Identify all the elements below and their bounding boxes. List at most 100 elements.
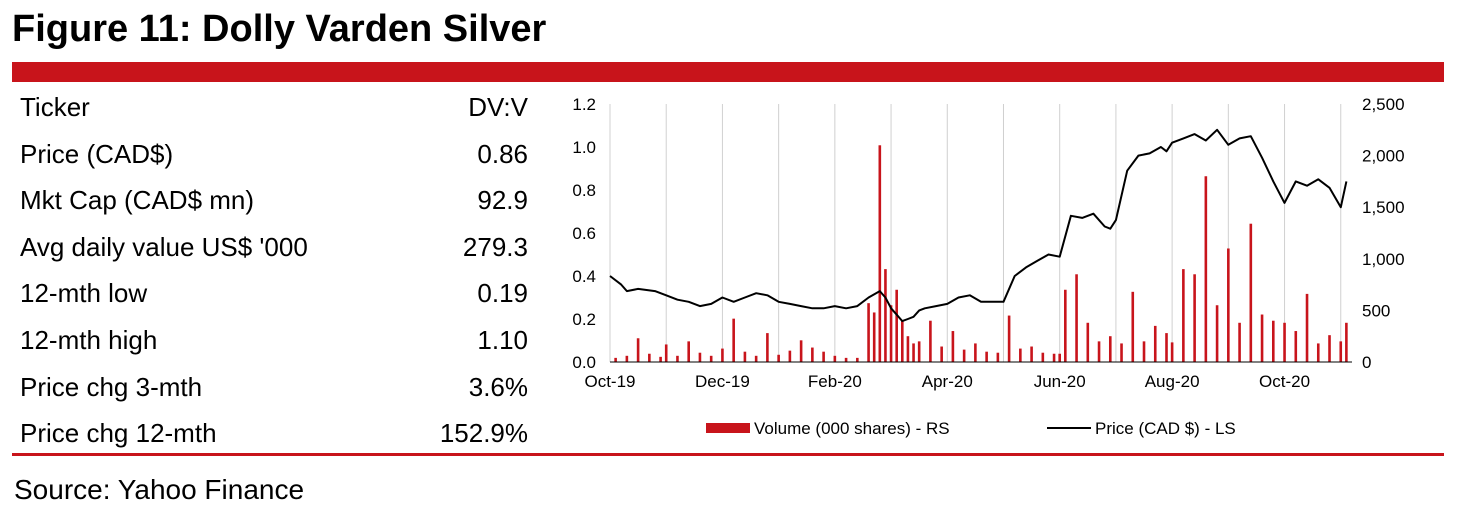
volume-bar (962, 349, 966, 362)
volume-bar (1120, 343, 1123, 362)
volume-bar (951, 331, 955, 362)
volume-bar (743, 351, 747, 362)
stat-label: Price chg 3-mth (20, 371, 203, 402)
volume-bar (1041, 352, 1045, 362)
volume-bar (917, 341, 921, 362)
right-axis-tick-label: 1,500 (1362, 198, 1405, 217)
volume-bar (833, 355, 837, 362)
volume-bar (1294, 331, 1298, 362)
volume-bar (1215, 305, 1219, 362)
volume-bar (788, 350, 792, 362)
x-axis-tick-label: Oct-19 (584, 372, 635, 391)
right-axis-tick-label: 0 (1362, 353, 1371, 372)
volume-bar (1345, 322, 1348, 362)
volume-bar (1064, 289, 1067, 362)
volume-bar (754, 355, 758, 362)
left-axis-tick-label: 0.0 (572, 353, 596, 372)
volume-bar (1108, 336, 1112, 362)
volume-bar (766, 333, 769, 362)
left-axis-tick-label: 0.2 (572, 310, 596, 329)
price-volume-chart: 0.0 0.2 0.4 0.6 0.8 1.0 1.2 0 500 1,000 1,500 2,000… (572, 95, 1405, 438)
volume-bar (940, 346, 943, 362)
stat-label: Price chg 12-mth (20, 418, 217, 449)
volume-bar (895, 289, 898, 362)
title-divider-band (12, 62, 1444, 82)
stat-value: 1.10 (477, 324, 528, 355)
volume-bar (1249, 223, 1253, 362)
volume-bar (1305, 293, 1309, 362)
volume-bar (906, 336, 910, 362)
stat-row: Ticker DV:V (20, 86, 528, 133)
volume-bar (1165, 333, 1168, 362)
source-note: Source: Yahoo Finance (14, 474, 305, 505)
x-axis-tick-label: Aug-20 (1145, 372, 1200, 391)
volume-bar (1182, 269, 1185, 362)
stat-row: Avg daily value US$ '000 279.3 (20, 226, 528, 273)
volume-bar (721, 348, 724, 362)
stat-value: 3.6% (468, 371, 528, 402)
volume-bar (1328, 335, 1331, 362)
volume-bar (614, 357, 617, 362)
volume-bar (1086, 322, 1090, 362)
stat-value: 0.86 (477, 138, 528, 169)
left-axis-tick-label: 0.8 (572, 181, 596, 200)
volume-bar (884, 269, 887, 362)
volume-bar (1339, 341, 1343, 362)
volume-bar (1193, 274, 1196, 362)
volume-bar (912, 343, 915, 362)
x-axis-tick-label: Jun-20 (1034, 372, 1086, 391)
volume-bar (1131, 291, 1135, 362)
left-axis-tick-label: 1.0 (572, 138, 596, 157)
volume-bar (985, 351, 988, 362)
stat-value: 152.9% (439, 418, 528, 449)
right-axis-tick-label: 2,500 (1362, 95, 1405, 114)
x-axis-tick-label: Oct-20 (1259, 372, 1310, 391)
volume-bar (664, 344, 668, 362)
volume-bar (1283, 322, 1286, 362)
stat-label: Ticker (20, 92, 90, 122)
volume-bar (777, 354, 780, 362)
right-axis-tick-label: 2,000 (1362, 147, 1405, 166)
volume-bar (1227, 248, 1230, 362)
volume-bar (822, 351, 825, 362)
volume-bar (1097, 341, 1101, 362)
volume-bar (709, 355, 713, 362)
volume-bar (676, 355, 679, 362)
volume-bar (872, 312, 876, 362)
volume-bar (1075, 274, 1078, 362)
legend-volume-label: Volume (000 shares) - RS (754, 419, 950, 438)
stat-label: Avg daily value US$ '000 (20, 231, 308, 262)
x-axis-tick-label: Feb-20 (808, 372, 862, 391)
stat-value: 279.3 (462, 231, 528, 262)
volume-bar (867, 303, 870, 362)
volume-bar (1260, 314, 1264, 362)
stat-label: Price (CAD$) (20, 138, 174, 169)
stat-label: 12-mth high (20, 324, 158, 355)
volume-bar (648, 353, 651, 362)
volume-bar (901, 320, 904, 362)
volume-bar (732, 318, 735, 362)
volume-bar (659, 356, 662, 362)
x-axis-tick-label: Apr-20 (922, 372, 973, 391)
volume-bar (996, 352, 1000, 362)
volume-bar (929, 320, 932, 362)
legend-price-label: Price (CAD $) - LS (1095, 419, 1236, 438)
volume-bar (1170, 342, 1174, 362)
volume-bar (1030, 346, 1033, 362)
volume-bar (799, 340, 803, 362)
volume-bar (1058, 353, 1061, 362)
stat-row: Price chg 3-mth 3.6% (20, 366, 528, 413)
key-stats-table: Ticker DV:V Price (CAD$) 0.86 Mkt Cap (C… (20, 86, 528, 459)
x-axis-tick-label: Dec-19 (695, 372, 750, 391)
volume-bar (974, 343, 977, 362)
stat-value: 0.19 (477, 278, 528, 309)
volume-bar (856, 357, 859, 362)
volume-bar (1052, 353, 1056, 362)
volume-bar (1204, 176, 1208, 362)
volume-bar (844, 357, 848, 362)
figure-title: Figure 11: Dolly Varden Silver (12, 8, 547, 50)
volume-bar (878, 145, 882, 362)
volume-bar (1153, 325, 1157, 362)
volume-bar (889, 305, 893, 362)
volume-bar (1142, 341, 1146, 362)
